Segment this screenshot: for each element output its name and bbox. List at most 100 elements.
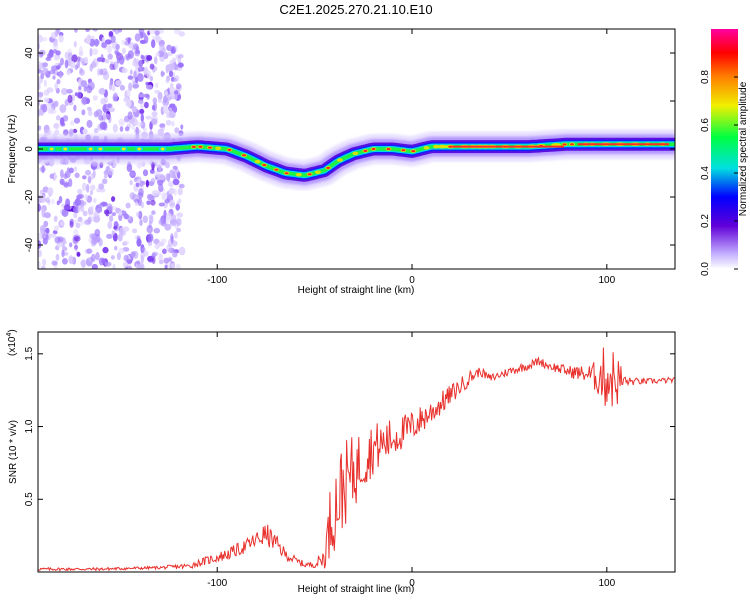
noise-blob: [180, 124, 184, 130]
noise-blob: [151, 111, 158, 117]
noise-blob: [46, 196, 50, 201]
ridge-peak: [242, 154, 247, 157]
noise-blob: [119, 126, 124, 132]
noise-blob: [167, 180, 174, 187]
noise-blob: [170, 235, 174, 244]
spectrogram-y-tick-label: -40: [24, 237, 35, 252]
noise-blob: [89, 38, 96, 47]
noise-blob: [159, 123, 166, 129]
noise-blob: [96, 57, 103, 62]
noise-blob: [178, 54, 184, 59]
noise-blob: [110, 35, 116, 43]
noise-blob: [135, 76, 139, 84]
ridge-blob-core: [88, 147, 93, 151]
noise-blob: [101, 42, 107, 49]
noise-blob: [99, 121, 107, 130]
noise-blob: [135, 182, 140, 188]
noise-blob: [95, 207, 103, 213]
colorbar-tick-label: 0.8: [700, 70, 711, 84]
noise-blob: [109, 63, 115, 71]
noise-blob: [92, 197, 97, 204]
spectrogram-x-tick-label: -100: [207, 275, 227, 286]
noise-blob: [170, 47, 176, 55]
noise-blob: [68, 178, 73, 188]
ridge-blob-core: [160, 147, 165, 151]
noise-blob: [116, 252, 121, 261]
noise-blob: [90, 184, 96, 191]
noise-blob: [38, 91, 44, 98]
noise-blob: [168, 111, 176, 119]
noise-blob: [91, 263, 98, 269]
noise-blob: [38, 109, 41, 117]
noise-blob: [59, 178, 65, 185]
noise-blob: [70, 120, 75, 126]
noise-blob: [90, 253, 96, 262]
noise-blob: [144, 101, 149, 109]
noise-blob: [125, 89, 131, 99]
ridge-blob-core: [63, 147, 68, 151]
noise-blob: [136, 235, 141, 241]
noise-blob: [74, 198, 82, 206]
noise-blob: [134, 49, 141, 57]
noise-blob: [139, 180, 144, 187]
noise-blob: [97, 68, 101, 76]
noise-blob: [136, 238, 142, 247]
noise-blob: [82, 128, 88, 134]
noise-blob: [107, 168, 114, 176]
noise-blob: [67, 52, 73, 60]
noise-blob: [101, 68, 108, 76]
noise-blob: [87, 176, 92, 184]
noise-blob: [116, 57, 120, 64]
noise-blob: [153, 170, 161, 178]
ridge-peak: [191, 145, 196, 148]
noise-blob: [121, 47, 126, 55]
noise-blob: [160, 126, 165, 131]
noise-blob: [104, 113, 111, 120]
noise-blob: [180, 249, 184, 255]
snr-ticks: [38, 332, 675, 572]
noise-blob: [54, 29, 59, 37]
ridge-peak: [227, 148, 232, 151]
ridge-highlight: [352, 151, 359, 156]
noise-blob: [49, 233, 56, 238]
noise-blob: [138, 188, 144, 197]
noise-blob: [169, 63, 176, 70]
noise-blob: [114, 245, 118, 251]
noise-blob: [123, 97, 130, 103]
noise-blob: [140, 255, 145, 264]
noise-blob: [158, 202, 165, 207]
noise-blob: [169, 199, 176, 209]
noise-blob: [151, 39, 156, 49]
noise-blob: [166, 75, 171, 82]
noise-blob: [52, 75, 56, 80]
noise-blob: [157, 179, 164, 186]
noise-blob: [112, 29, 116, 32]
noise-blob: [52, 41, 59, 51]
ridge-blob-core: [137, 147, 142, 151]
noise-blob: [106, 45, 112, 54]
noise-blob: [166, 212, 172, 221]
noise-blob: [158, 183, 164, 193]
noise-blob: [73, 166, 78, 172]
ridge-highlight: [215, 146, 222, 151]
ridge-blob-core: [121, 147, 126, 151]
noise-blob: [86, 248, 93, 254]
noise-blob: [38, 125, 42, 131]
noise-blob: [153, 227, 161, 234]
noise-blob: [174, 127, 180, 134]
noise-blob: [53, 215, 58, 222]
noise-blob: [66, 89, 73, 94]
noise-blob: [164, 223, 172, 231]
noise-blob: [59, 220, 65, 227]
noise-blob: [60, 169, 64, 179]
snr-y-axis-label: SNR (10 * v/v): [8, 420, 19, 484]
noise-blob: [120, 210, 127, 216]
noise-blob: [42, 258, 47, 267]
snr-y-tick-label: 1.0: [24, 419, 35, 433]
noise-blob: [168, 70, 174, 78]
noise-blob: [104, 261, 112, 267]
noise-blob: [158, 253, 163, 262]
noise-blob: [73, 236, 81, 242]
noise-blob: [81, 58, 86, 66]
noise-blob: [132, 60, 136, 67]
